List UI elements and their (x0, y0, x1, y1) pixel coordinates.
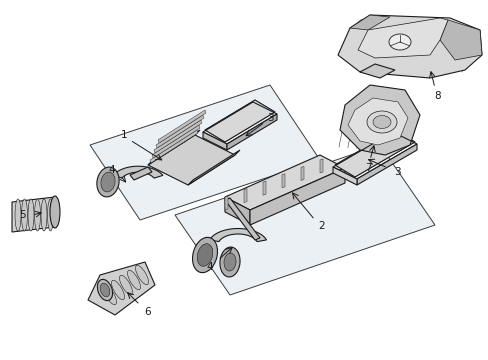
Text: 5: 5 (19, 210, 25, 220)
Ellipse shape (119, 275, 132, 295)
Polygon shape (152, 125, 200, 158)
Ellipse shape (220, 247, 240, 277)
Ellipse shape (35, 199, 41, 231)
Polygon shape (263, 181, 265, 195)
Polygon shape (148, 130, 200, 165)
Polygon shape (347, 98, 407, 145)
Polygon shape (209, 229, 266, 242)
Text: 8: 8 (434, 91, 440, 101)
Ellipse shape (192, 237, 217, 273)
Polygon shape (113, 166, 163, 178)
Polygon shape (359, 64, 394, 78)
Ellipse shape (100, 283, 110, 297)
Polygon shape (301, 166, 304, 180)
Ellipse shape (127, 270, 140, 290)
Ellipse shape (15, 199, 21, 231)
Polygon shape (224, 197, 249, 225)
Text: 2: 2 (318, 221, 325, 231)
Text: 4: 4 (108, 165, 115, 175)
Polygon shape (226, 114, 276, 150)
Polygon shape (332, 167, 356, 185)
Polygon shape (154, 120, 202, 153)
Ellipse shape (97, 167, 119, 197)
Polygon shape (356, 144, 416, 185)
Ellipse shape (50, 196, 60, 228)
Polygon shape (357, 18, 447, 58)
Text: 4: 4 (206, 262, 213, 272)
Ellipse shape (28, 199, 34, 231)
Polygon shape (148, 135, 235, 185)
Polygon shape (249, 168, 345, 225)
Ellipse shape (101, 172, 115, 192)
Ellipse shape (388, 34, 410, 50)
Ellipse shape (135, 265, 148, 285)
Polygon shape (224, 198, 260, 240)
Polygon shape (187, 150, 240, 185)
Polygon shape (244, 189, 246, 203)
Ellipse shape (111, 280, 124, 300)
Ellipse shape (41, 199, 47, 231)
Ellipse shape (372, 116, 390, 129)
Polygon shape (156, 115, 203, 148)
Polygon shape (319, 159, 323, 173)
Polygon shape (224, 196, 227, 210)
Ellipse shape (224, 253, 236, 271)
Polygon shape (175, 145, 434, 295)
Text: 6: 6 (144, 307, 151, 317)
Polygon shape (282, 174, 285, 188)
Ellipse shape (97, 279, 112, 301)
Text: 3: 3 (266, 113, 273, 123)
Polygon shape (130, 167, 152, 180)
Polygon shape (337, 15, 481, 78)
Ellipse shape (47, 199, 53, 231)
Polygon shape (158, 110, 205, 143)
Polygon shape (203, 132, 226, 150)
Ellipse shape (21, 199, 27, 231)
Polygon shape (334, 130, 414, 177)
Polygon shape (204, 100, 274, 142)
Ellipse shape (103, 285, 116, 305)
Text: 7: 7 (364, 163, 370, 173)
Ellipse shape (366, 111, 396, 133)
Text: 1: 1 (121, 130, 127, 140)
Polygon shape (349, 15, 389, 30)
Text: 3: 3 (393, 167, 400, 177)
Ellipse shape (197, 244, 212, 266)
Polygon shape (90, 85, 319, 220)
Polygon shape (224, 155, 345, 210)
Polygon shape (439, 20, 481, 60)
Polygon shape (339, 85, 419, 155)
Polygon shape (88, 262, 155, 315)
Polygon shape (12, 197, 55, 232)
Polygon shape (150, 130, 198, 163)
